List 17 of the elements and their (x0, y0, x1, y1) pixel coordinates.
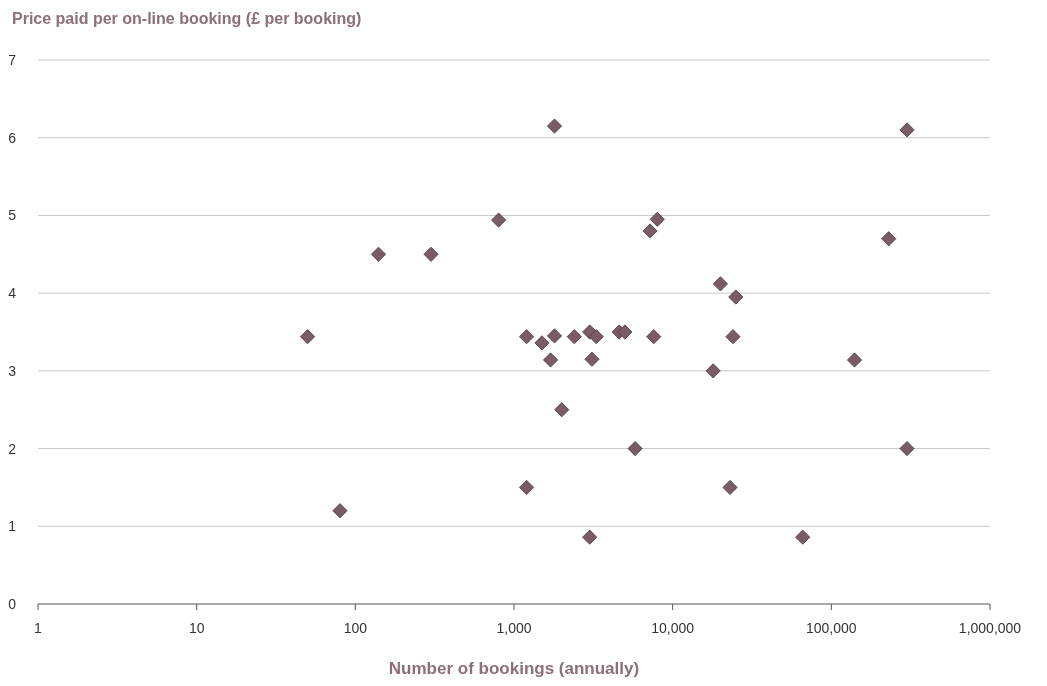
y-tick-label: 6 (8, 129, 17, 146)
x-tick-label: 10 (188, 620, 205, 636)
x-axis-title: Number of bookings (annually) (388, 659, 640, 678)
y-tick-label: 7 (8, 52, 17, 68)
y-tick-label: 2 (8, 440, 17, 457)
y-tick-label: 1 (8, 518, 17, 535)
x-tick-label: 1 (34, 620, 43, 636)
y-tick-label: 4 (8, 285, 17, 302)
y-tick-label: 3 (8, 362, 17, 379)
x-tick-label: 10,000 (651, 620, 695, 636)
x-tick-label: 1,000,000 (958, 620, 1022, 636)
x-tick-label: 1,000 (496, 620, 532, 636)
y-tick-label: 0 (8, 596, 17, 612)
x-tick-label: 100 (343, 620, 368, 636)
y-tick-label: 5 (8, 207, 17, 224)
y-axis-title: Price paid per on-line booking (£ per booking) (12, 10, 362, 27)
x-tick-label: 100,000 (806, 620, 857, 636)
